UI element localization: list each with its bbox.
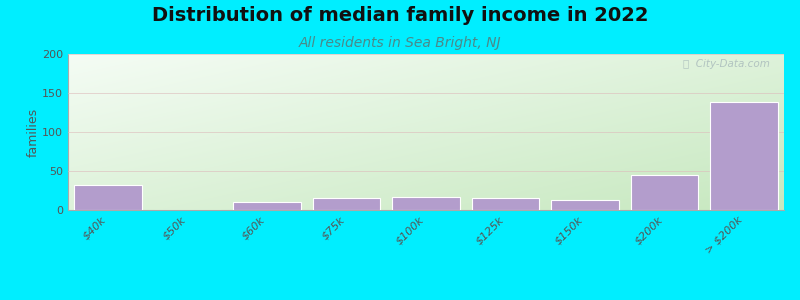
Text: ⓘ  City-Data.com: ⓘ City-Data.com [683,59,770,69]
Text: All residents in Sea Bright, NJ: All residents in Sea Bright, NJ [298,36,502,50]
Bar [631,175,698,210]
Bar [551,200,619,210]
Bar [74,185,142,210]
Bar [233,202,301,210]
Bar [710,102,778,210]
Bar [392,197,460,210]
Text: Distribution of median family income in 2022: Distribution of median family income in … [152,6,648,25]
Bar [472,197,539,210]
Bar [313,198,380,210]
Y-axis label: families: families [26,107,39,157]
